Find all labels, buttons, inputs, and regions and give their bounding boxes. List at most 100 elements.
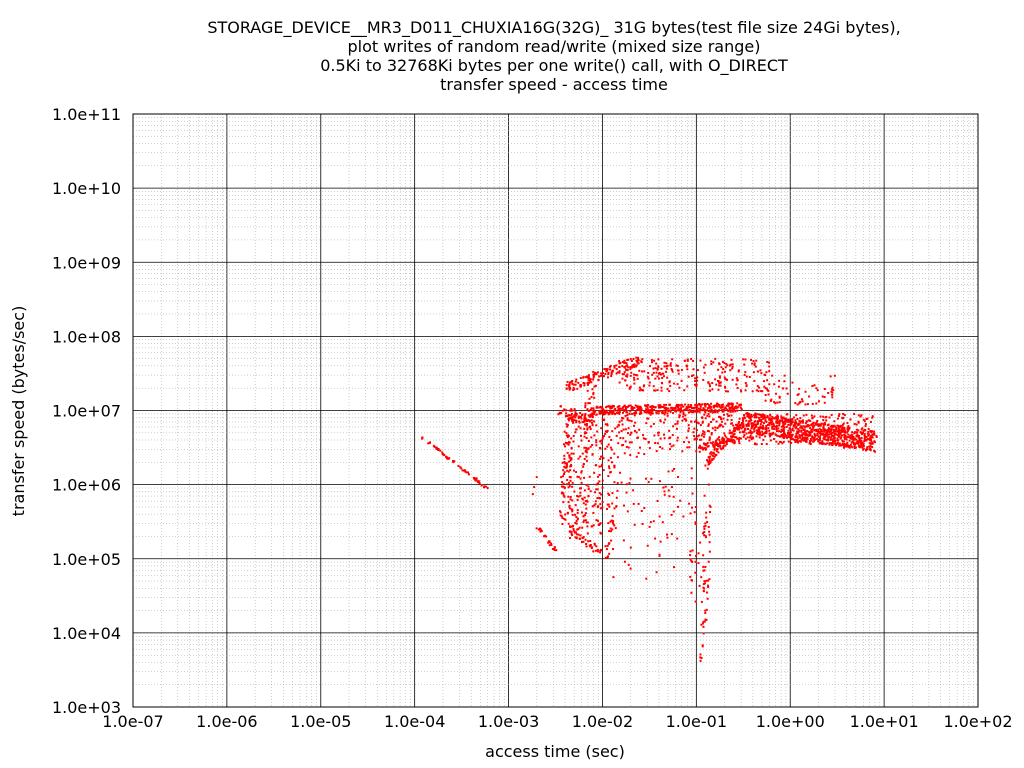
data-point [857,414,860,417]
data-point [672,425,675,428]
data-point [758,420,761,423]
data-point [718,425,721,428]
data-point [759,425,762,428]
data-point [746,415,749,418]
data-point [814,422,817,425]
data-point [860,414,863,417]
data-point [562,494,565,497]
data-point [678,386,681,389]
data-point [573,531,576,534]
data-point [583,427,586,430]
data-point [572,386,575,389]
data-point [794,422,797,425]
data-point [656,442,659,445]
data-point [831,391,834,394]
data-point [612,522,615,525]
data-point [675,364,678,367]
data-point [866,417,869,420]
data-point [744,371,747,374]
data-point [794,440,797,443]
data-point [631,364,634,367]
data-point [565,414,568,417]
data-point [762,417,765,420]
data-point [688,446,691,449]
data-point [846,441,849,444]
data-point [802,433,805,436]
data-point [816,389,819,392]
data-point [616,425,619,428]
data-point [656,368,659,371]
data-point [783,426,786,429]
data-point [671,358,674,361]
data-point [743,434,746,437]
data-point [701,409,704,412]
data-point [689,512,692,515]
data-point [748,436,751,439]
data-point [782,430,785,433]
data-point [563,486,566,489]
data-point [699,409,702,412]
data-point [742,419,745,422]
data-point [796,435,799,438]
data-point [863,420,866,423]
data-point [811,428,814,431]
data-point [753,416,756,419]
data-point [587,402,590,405]
data-point [722,417,725,420]
data-point [842,446,845,449]
data-point [575,421,578,424]
data-point [574,412,577,415]
data-point [854,437,857,440]
data-point [568,475,571,478]
data-point [750,413,753,416]
data-point [772,425,775,428]
data-point [697,409,700,412]
data-point [758,418,761,421]
data-point [777,435,780,438]
data-point [811,416,814,419]
data-point [835,430,838,433]
data-point [731,367,734,370]
data-point [698,411,701,414]
data-point [831,444,834,447]
data-point [609,471,612,474]
data-point [799,440,802,443]
data-point [637,452,640,455]
data-point [671,434,674,437]
data-point [650,412,653,415]
data-point [581,526,584,529]
data-point [816,434,819,437]
data-point [605,548,608,551]
data-point [822,419,825,422]
data-point [629,366,632,369]
data-point [650,477,653,480]
data-point [715,402,718,405]
data-point [787,440,790,443]
data-point [603,368,606,371]
data-point [859,440,862,443]
data-point [656,499,659,502]
data-point [721,406,724,409]
data-point [865,435,868,438]
data-point [863,435,866,438]
data-point [644,438,647,441]
data-point [737,428,740,431]
data-point [768,418,771,421]
data-point [593,396,596,399]
data-point [565,409,568,412]
data-point [768,383,771,386]
data-point [610,371,613,374]
data-point [579,427,582,430]
data-point [568,414,571,417]
data-point [562,501,565,504]
data-point [567,470,570,473]
data-point [755,389,758,392]
data-point [704,411,707,414]
data-point [596,550,599,553]
data-point [589,544,592,547]
data-point [673,407,676,410]
data-point [598,406,601,409]
data-point [833,439,836,442]
data-point [767,427,770,430]
data-point [586,427,589,430]
